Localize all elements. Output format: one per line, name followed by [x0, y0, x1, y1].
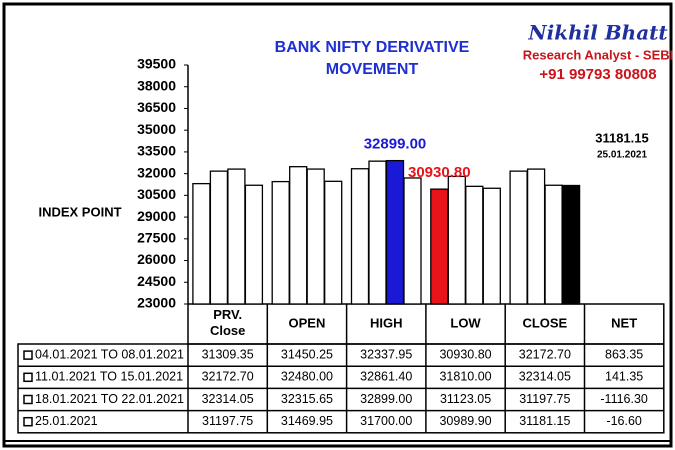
y-axis-label: INDEX POINT [38, 204, 121, 219]
bar [544, 184, 563, 305]
brand-name: Nikhil Bhatt [527, 21, 668, 45]
bar [244, 184, 264, 305]
table-cell: 31810.00 [439, 370, 491, 384]
brand-phone: +91 99793 80808 [539, 66, 656, 83]
y-tick-label: 33500 [137, 143, 176, 159]
table-cell: 32314.05 [519, 370, 571, 384]
y-tick-label: 32000 [137, 164, 176, 180]
table-cell: 32172.70 [519, 347, 571, 361]
y-tick-label: 26000 [137, 251, 176, 267]
table-cell: 141.35 [605, 370, 643, 384]
table-cell: 31469.95 [281, 414, 333, 428]
y-tick-label: 38000 [137, 77, 176, 93]
table-cell: 31197.75 [519, 392, 570, 406]
table-cell: 31181.15 [519, 414, 570, 428]
table-cell: 30930.80 [439, 347, 491, 361]
highlight-label: 32899.00 [364, 136, 427, 153]
legend-marker [23, 416, 33, 427]
y-tick-label: 39500 [137, 56, 176, 72]
annotation: 25.01.2021 [597, 150, 647, 161]
legend-marker [23, 372, 33, 383]
x-tick-label: CLOSE [522, 315, 567, 330]
annotation: 31181.15 [595, 130, 649, 145]
bar [350, 168, 370, 305]
legend-marker [23, 350, 33, 360]
y-tick-label: 27500 [137, 230, 176, 246]
table-cell: 31450.25 [281, 347, 333, 361]
y-tick-label: 30500 [137, 186, 176, 202]
x-tick-label: LOW [450, 315, 481, 330]
table-cell: -16.60 [606, 414, 641, 428]
legend-label: 25.01.2021 [35, 414, 98, 428]
legend-marker [23, 394, 33, 405]
bar [271, 180, 290, 305]
bar [209, 170, 229, 305]
x-tick-label: OPEN [289, 315, 326, 330]
legend-label: 11.01.2021 TO 15.01.2021 [35, 370, 183, 384]
bar [385, 159, 405, 305]
legend-label: 18.01.2021 TO 22.01.2021 [35, 392, 184, 406]
y-tick-label: 36500 [137, 99, 176, 115]
bar [465, 185, 484, 305]
y-tick-label: 29000 [137, 208, 176, 224]
table-cell: 31123.05 [440, 392, 491, 406]
bar [192, 182, 211, 305]
bar [403, 177, 422, 305]
y-tick-label: 35000 [137, 121, 176, 137]
x-tick-label: PRV. Close [210, 307, 245, 338]
bar [306, 168, 325, 305]
table-cell: -1116.30 [600, 392, 648, 406]
y-tick-label: 24500 [137, 273, 176, 289]
bar [526, 168, 546, 305]
x-tick-label: HIGH [370, 315, 403, 330]
brand-role: Research Analyst - SEBI [523, 47, 674, 62]
bar [289, 166, 308, 305]
table-cell: 32314.05 [202, 392, 254, 406]
bar [368, 160, 387, 305]
y-tick-label: 23000 [137, 295, 176, 311]
table-cell: 31309.35 [202, 347, 254, 361]
table-cell: 32899.00 [360, 392, 412, 406]
legend-label: 04.01.2021 TO 08.01.2021 [35, 347, 184, 361]
bar [430, 188, 449, 305]
bar [324, 180, 343, 305]
table-cell: 30989.90 [439, 414, 491, 428]
table-cell: 31197.75 [202, 414, 253, 428]
x-tick-label: NET [611, 315, 637, 330]
chart-title: BANK NIFTY DERIVATIVE [275, 39, 470, 56]
bar [509, 170, 528, 305]
bar [227, 168, 246, 305]
highlight-label: 30930.80 [408, 164, 471, 181]
table-cell: 32861.40 [360, 370, 412, 384]
table-cell: 32315.65 [281, 392, 333, 406]
table-cell: 32172.70 [202, 370, 254, 384]
table-cell: 31700.00 [360, 414, 412, 428]
table-cell: 32337.95 [360, 347, 412, 361]
bar [447, 175, 466, 305]
table-cell: 863.35 [605, 347, 643, 361]
bar [561, 184, 581, 305]
bar [482, 187, 501, 305]
table-cell: 32480.00 [281, 370, 333, 384]
chart-title: MOVEMENT [326, 61, 419, 78]
